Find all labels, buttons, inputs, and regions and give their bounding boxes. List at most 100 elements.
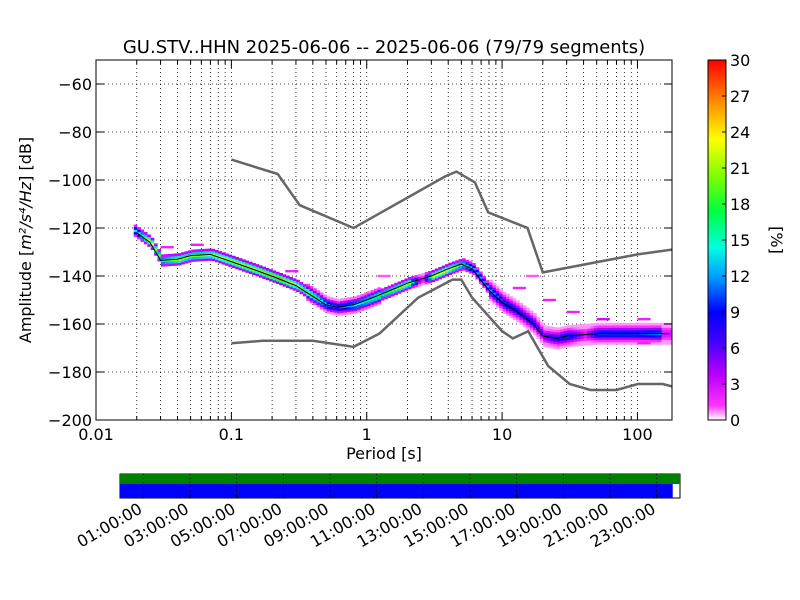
density-cell [316,302,321,306]
density-cell [363,297,368,301]
density-cell [570,344,574,347]
density-cell [475,272,480,275]
density-cell [198,256,202,260]
density-cell [357,302,361,306]
y-tick-label: −80 [58,123,92,142]
density-cell [546,330,551,334]
density-cell [604,337,608,340]
density-cell [424,281,429,285]
density-cell [536,324,541,328]
density-cell [367,291,371,295]
density-cell [377,299,382,303]
density-cell [360,301,365,304]
density-cell [330,297,334,301]
density-cell [157,253,162,257]
density-cell [380,295,385,299]
density-cell [299,286,304,290]
density-cell [373,288,378,292]
density-cell [424,276,429,280]
density-cell [522,310,527,313]
density-cell [587,337,591,341]
density-cell [519,302,524,306]
density-cell [455,269,459,273]
density-cell [448,269,453,273]
density-cell [478,276,483,280]
density-cell [445,271,449,275]
density-cell [658,327,662,331]
density-cell [228,264,233,267]
density-cell [566,329,571,333]
density-cell [590,340,595,343]
density-cell [319,306,324,310]
density-cell [519,319,524,323]
density-cell [560,338,564,342]
density-cell [269,273,273,277]
density-cell [147,239,151,242]
density-cell [302,288,307,292]
density-cell [661,339,666,343]
density-cell [208,258,212,261]
density-cell [384,296,388,300]
density-cell [201,248,206,252]
density-cell [346,302,351,305]
density-cell [140,239,145,242]
density-cell [499,300,503,304]
density-cell [319,292,324,296]
density-cell [512,317,517,321]
density-cell [228,254,233,258]
density-cell [600,322,605,326]
density-cell [184,258,189,262]
density-cell-outlier [637,318,651,321]
density-cell [269,276,273,280]
x-tick-label: 0.1 [219,425,244,444]
density-cell [211,251,216,254]
density-cell [170,260,175,264]
density-cell [637,327,642,331]
density-cell [492,297,497,300]
density-cell [553,327,558,330]
density-cell [600,334,605,338]
density-cell [164,256,168,260]
density-cell [455,267,459,271]
density-cell [187,252,192,256]
density-cell [421,277,426,281]
density-cell [539,340,544,344]
y-axis-ticks: −200 −180 −160 −140 −120 −100 −80 −60 [48,75,672,430]
density-cell [614,327,618,331]
density-cell [252,270,256,273]
density-cell [221,259,226,263]
density-cell [587,325,591,329]
density-cell [668,330,672,333]
density-cell-outlier [190,243,204,246]
density-cell [502,308,507,312]
density-cell [573,324,578,328]
plot-frame [95,59,673,421]
density-cell [651,339,656,343]
density-cell [570,332,574,335]
density-cell [326,308,331,312]
density-cell [637,339,642,343]
density-cell [147,244,151,247]
density-cell [458,268,463,272]
density-cell [489,282,493,285]
density-cell [522,319,527,323]
density-cell [499,293,503,297]
density-cell [313,302,317,306]
density-cell [343,297,348,301]
density-cell [546,345,551,348]
density-cell [485,282,490,286]
density-cell [137,231,141,235]
density-cell [235,259,239,263]
density-cell [336,308,341,312]
density-cell [346,297,351,301]
density-cell [417,278,422,282]
density-cell [282,276,287,280]
density-cell [546,340,551,343]
density-cell [357,297,361,301]
density-cell [390,289,395,292]
density-cell [489,286,493,290]
density-cell [394,282,398,286]
density-cell [654,339,659,343]
density-cell [357,295,361,298]
density-cell [252,265,256,269]
